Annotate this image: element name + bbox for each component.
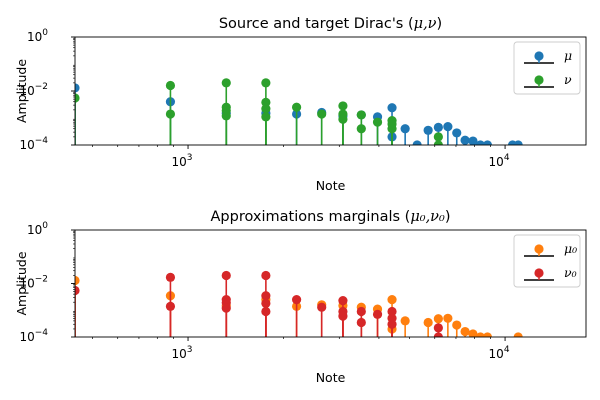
- stem-marker: [75, 93, 80, 103]
- stem-marker: [468, 329, 478, 337]
- x-tick-label: 103: [172, 153, 193, 169]
- stem-marker: [221, 270, 231, 281]
- stem-marker: [433, 132, 443, 142]
- stem-marker: [433, 332, 443, 337]
- stem-marker: [482, 332, 493, 337]
- stem-marker: [165, 301, 176, 311]
- stem-marker: [261, 270, 271, 281]
- chart-title: Approximations marginals (μ₀,ν₀): [211, 209, 451, 225]
- series-2: [75, 78, 443, 145]
- stem-marker: [165, 109, 176, 119]
- stem-marker: [338, 101, 348, 111]
- stem-marker: [317, 302, 327, 312]
- stem-marker: [261, 78, 271, 88]
- stem-marker: [221, 303, 231, 313]
- x-axis-label: Note: [316, 178, 346, 193]
- chart-title: Source and target Dirac's (μ,ν): [219, 16, 442, 32]
- stem-marker: [356, 317, 366, 328]
- stem-marker: [468, 136, 478, 145]
- stem-marker: [165, 80, 176, 91]
- stem-marker: [513, 332, 523, 337]
- legend-marker: [534, 75, 544, 85]
- stem-marker: [482, 140, 493, 145]
- y-tick-label: 100: [27, 28, 48, 44]
- stem-marker: [412, 140, 422, 145]
- stem-marker: [443, 313, 453, 323]
- stem-marker: [261, 97, 271, 107]
- stem-marker: [291, 102, 302, 112]
- y-tick-label: 10−4: [19, 136, 48, 152]
- legend-box: [513, 234, 581, 288]
- legend: μν: [513, 41, 581, 95]
- stem-marker: [387, 306, 397, 317]
- legend-label: ν₀: [564, 265, 577, 280]
- stem-marker: [387, 319, 397, 329]
- stem-marker: [261, 306, 271, 317]
- stem-marker: [356, 124, 366, 134]
- stem-marker: [372, 117, 383, 127]
- stem-marker: [338, 114, 348, 124]
- stem-marker: [338, 295, 348, 306]
- stem-marker: [452, 128, 462, 138]
- stem-marker: [261, 291, 271, 301]
- stem-marker: [221, 78, 231, 88]
- stem-marker: [400, 316, 410, 326]
- stem-marker: [165, 272, 176, 282]
- legend-label: μ: [564, 48, 572, 63]
- stem-marker: [433, 323, 443, 333]
- stem-marker: [387, 295, 397, 305]
- y-axis-label: Amplitude: [14, 251, 29, 315]
- plot-area: [75, 270, 523, 337]
- stem-marker: [387, 103, 397, 113]
- legend: μ₀ ν₀: [513, 234, 581, 288]
- legend-marker: [534, 244, 544, 254]
- x-axis-label: Note: [316, 370, 346, 385]
- y-axis-label: Amplitude: [14, 59, 29, 123]
- stem-marker: [317, 109, 327, 119]
- stem-marker: [460, 326, 470, 337]
- stem-marker: [261, 112, 271, 122]
- stem-marker: [475, 332, 486, 337]
- stem-marker: [75, 83, 80, 93]
- stem-marker: [221, 111, 231, 121]
- stem-marker: [75, 285, 80, 296]
- stem-marker: [387, 124, 397, 134]
- series-2: [75, 270, 443, 337]
- stem-marker: [400, 124, 410, 134]
- stem-marker: [423, 317, 433, 328]
- stem-marker: [338, 311, 348, 321]
- stem-marker: [261, 298, 271, 309]
- y-tick-label: 10−4: [19, 328, 48, 344]
- axes-frame: [74, 229, 587, 338]
- legend-marker: [534, 51, 544, 61]
- stem-marker: [513, 140, 523, 145]
- stem-marker: [356, 110, 366, 120]
- stem-marker: [433, 122, 443, 132]
- stem-marker: [443, 122, 453, 132]
- stem-marker: [423, 125, 433, 135]
- stem-marker: [433, 314, 443, 324]
- x-tick-label: 104: [489, 153, 510, 169]
- x-tick-label: 104: [489, 345, 510, 361]
- stem-marker: [356, 306, 366, 317]
- axes-frame: [74, 36, 587, 146]
- stem-marker: [433, 140, 443, 145]
- legend-marker: [534, 268, 544, 278]
- legend-box: [513, 41, 581, 95]
- x-tick-label: 103: [172, 345, 193, 361]
- legend-label: ν: [564, 72, 572, 87]
- stem-marker: [460, 135, 470, 145]
- plot-area: [75, 78, 523, 145]
- legend-label: μ₀: [564, 241, 577, 256]
- stem-marker: [291, 295, 302, 305]
- y-tick-label: 100: [27, 221, 48, 237]
- stem-marker: [452, 320, 462, 330]
- stem-marker: [475, 140, 486, 145]
- stem-marker: [261, 104, 271, 114]
- stem-marker: [75, 275, 80, 286]
- stem-marker: [372, 309, 383, 319]
